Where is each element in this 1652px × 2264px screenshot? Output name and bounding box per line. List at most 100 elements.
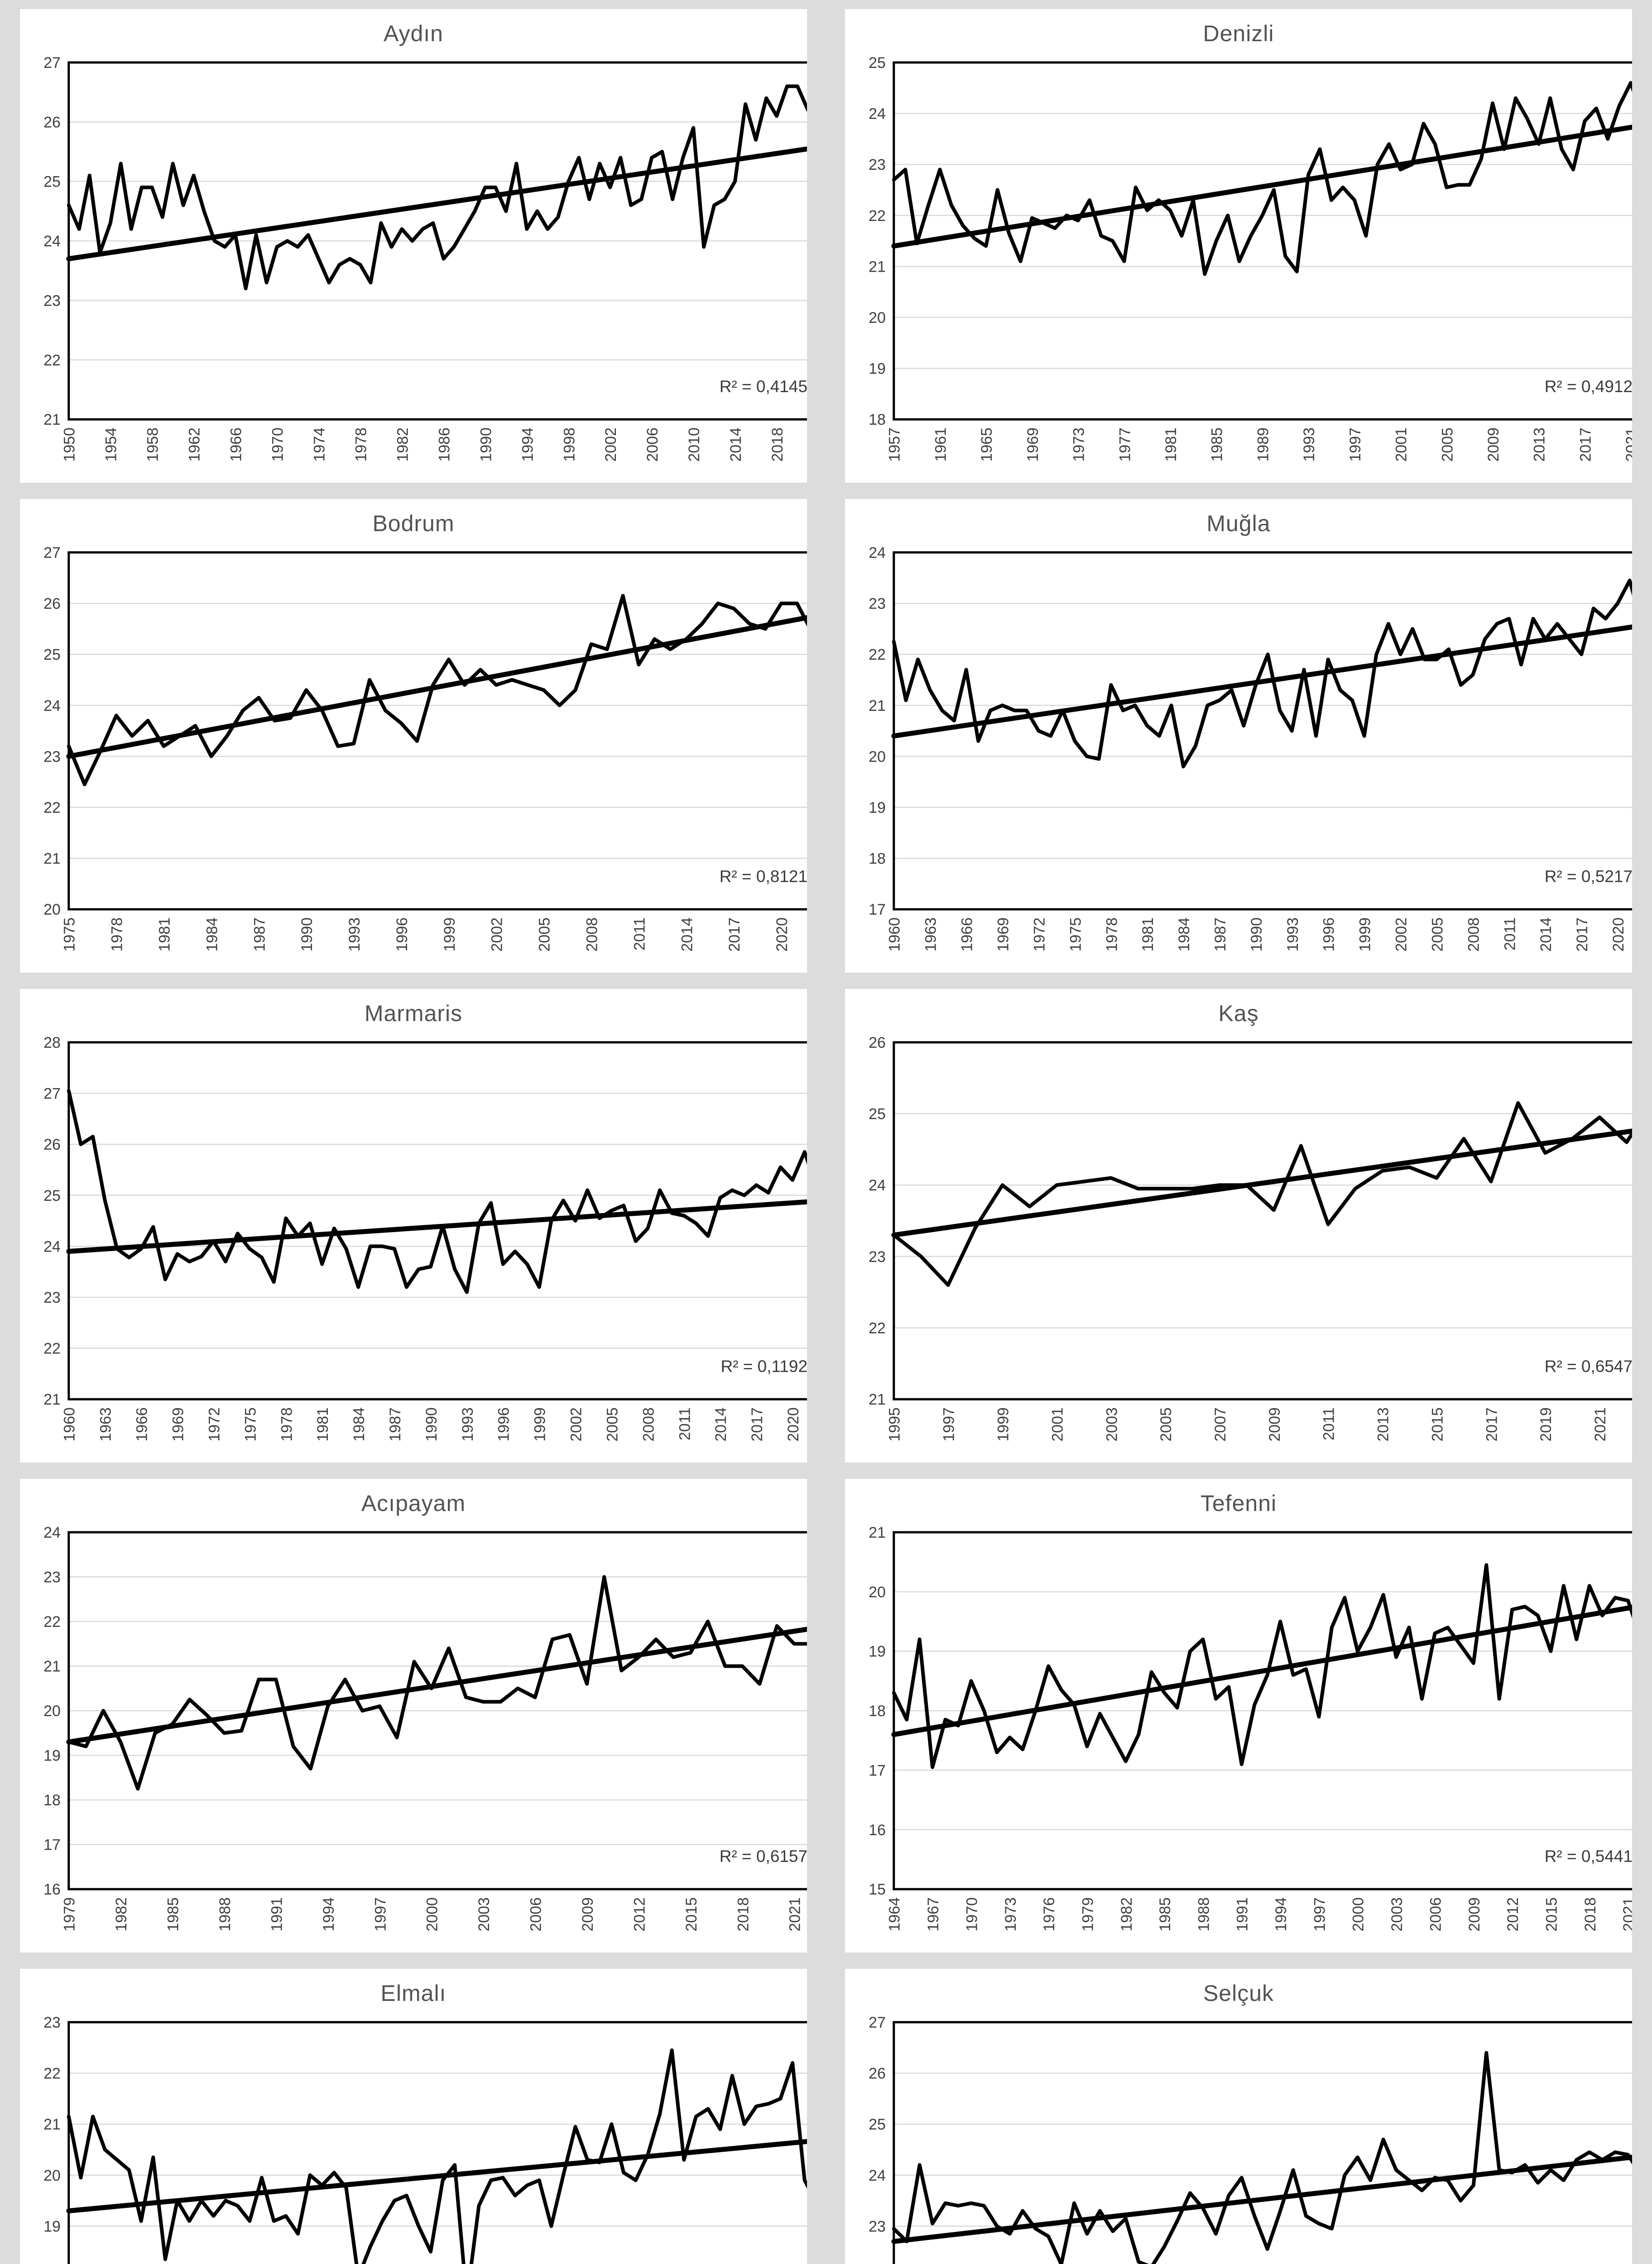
y-tick-label: 20 [43, 2167, 61, 2184]
y-tick-label: 20 [43, 901, 61, 918]
x-tick-label: 1973 [1002, 1897, 1019, 1931]
chart-denizli: Denizli 18 19 20 21 22 23 24 25 1957 1961 1965 1969… [845, 9, 1632, 483]
y-tick-label: 22 [43, 1340, 61, 1357]
x-tick-label: 1978 [278, 1407, 295, 1441]
y-tick-label: 18 [43, 1792, 61, 1809]
r-squared-label: R² = 0,8121 [719, 867, 807, 886]
x-tick-label: 2015 [1429, 1407, 1446, 1441]
y-tick-label: 21 [43, 411, 61, 428]
line-chart-svg: 21 22 23 24 25 26 27 1950 1954 1958 1962 1966 1970 19… [43, 55, 807, 462]
x-tick-label: 2002 [568, 1407, 585, 1441]
trend-line [891, 624, 1632, 739]
chart-plot-area: 2021222324252627196419671970197319761979… [849, 2015, 1632, 2264]
y-tick-label: 21 [43, 2116, 61, 2133]
plot-border [67, 551, 807, 911]
y-tick-label: 26 [43, 114, 61, 131]
x-tick-label: 1999 [441, 917, 458, 951]
x-tick-label: 1962 [186, 427, 203, 461]
y-tick-label: 20 [869, 748, 886, 765]
chart-title: Bodrum [372, 511, 455, 536]
y-tick-label: 15 [869, 1881, 886, 1898]
r-squared-label: R² = 0,1192 [720, 1357, 807, 1376]
trend-line [66, 615, 807, 759]
line-chart-svg: 21 22 23 24 25 26 1995 1997 1999 2001 2003 2005 2007… [869, 1035, 1632, 1442]
x-tick-label: 1975 [242, 1407, 259, 1441]
trend-line [891, 2154, 1632, 2244]
x-tick-label: 2000 [1350, 1897, 1367, 1931]
trend-line [891, 125, 1632, 249]
temperature-series-line [892, 2051, 1632, 2264]
y-tick-label: 21 [869, 1391, 886, 1408]
x-tick-label: 1966 [959, 917, 976, 951]
x-tick-label: 2021 [787, 1897, 804, 1931]
x-tick-label: 1978 [1103, 917, 1120, 951]
chart-plot-area: 16 17 18 19 20 21 22 23 24 1979 1982 1985 1988 1991 19… [24, 1525, 807, 1952]
x-tick-label: 2001 [1049, 1407, 1066, 1441]
y-tick-label: 28 [43, 1035, 61, 1051]
y-tick-label: 24 [869, 2167, 886, 2184]
y-tick-label: 24 [43, 1238, 61, 1255]
x-tick-label: 2008 [584, 917, 601, 951]
x-tick-label: 2017 [1483, 1407, 1500, 1441]
y-tick-label: 22 [869, 646, 886, 663]
x-tick-label: 2007 [1212, 1407, 1229, 1441]
chart-title: Tefenni [1200, 1491, 1277, 1516]
x-tick-label: 1966 [134, 1407, 151, 1441]
chart-title: Aydın [384, 21, 443, 46]
x-tick-label: 2009 [1266, 1407, 1283, 1441]
y-tick-label: 22 [43, 352, 61, 369]
y-tick-label: 23 [869, 595, 886, 613]
r-squared-label: R² = 0,6547 [1544, 1357, 1632, 1376]
chart-plot-area: 21 22 23 24 25 26 1995 1997 1999 2001 2003 2005 2007… [849, 1035, 1632, 1463]
y-tick-label: 21 [869, 1525, 886, 1541]
r-squared-label: R² = 0,4912 [1544, 377, 1632, 396]
x-tick-label: 2011 [631, 917, 648, 950]
plot-border [893, 2021, 1632, 2264]
x-tick-label: 1958 [144, 427, 162, 461]
x-tick-label: 1981 [314, 1407, 331, 1441]
y-tick-label: 22 [43, 2065, 61, 2082]
trend-line [66, 1199, 807, 1254]
x-tick-label: 2018 [769, 427, 786, 461]
x-tick-label: 1984 [1176, 917, 1193, 951]
x-tick-label: 2005 [1157, 1407, 1175, 1441]
y-tick-label: 23 [869, 156, 886, 173]
x-tick-label: 1987 [251, 917, 268, 951]
y-tick-label: 21 [43, 850, 61, 868]
x-tick-label: 2008 [640, 1407, 657, 1441]
temperature-series-line [892, 1563, 1632, 1769]
y-tick-label: 24 [869, 106, 886, 123]
y-tick-label: 25 [43, 1187, 61, 1204]
chart-selcuk: Selçuk 202122232425262719641967197019731… [845, 1969, 1632, 2264]
x-tick-label: 2000 [424, 1897, 441, 1931]
x-tick-label: 2013 [1531, 427, 1548, 461]
plot-border [67, 1041, 807, 1401]
x-tick-label: 1961 [932, 427, 949, 461]
temperature-series-line [67, 2048, 807, 2264]
chart-plot-area: 20 21 22 23 24 25 26 27 1975 1978 1981 1984 1987 1990… [24, 545, 807, 973]
x-tick-label: 1964 [886, 1897, 903, 1931]
y-tick-label: 23 [43, 1569, 61, 1586]
y-tick-label: 26 [869, 2065, 886, 2082]
x-tick-label: 1960 [61, 1407, 78, 1441]
x-tick-label: 2006 [528, 1897, 545, 1931]
x-tick-label: 1982 [394, 427, 411, 461]
x-tick-label: 1973 [1071, 427, 1088, 461]
temperature-series-line [67, 84, 807, 291]
y-tick-label: 26 [869, 1035, 886, 1051]
x-tick-label: 2013 [1375, 1407, 1392, 1441]
chart-title: Selçuk [1203, 1981, 1274, 2006]
x-tick-label: 1976 [1041, 1897, 1058, 1931]
x-tick-label: 2010 [686, 427, 703, 461]
y-tick-label: 23 [869, 2218, 886, 2235]
x-tick-label: 2002 [1393, 917, 1410, 951]
x-tick-label: 2012 [631, 1897, 648, 1931]
x-tick-label: 2014 [727, 427, 744, 461]
x-tick-label: 1977 [1116, 427, 1133, 461]
x-tick-label: 1950 [61, 427, 78, 461]
plot-border [67, 2021, 807, 2264]
y-tick-label: 19 [869, 360, 886, 378]
x-tick-label: 2008 [1465, 917, 1482, 951]
x-tick-label: 1967 [925, 1897, 942, 1931]
